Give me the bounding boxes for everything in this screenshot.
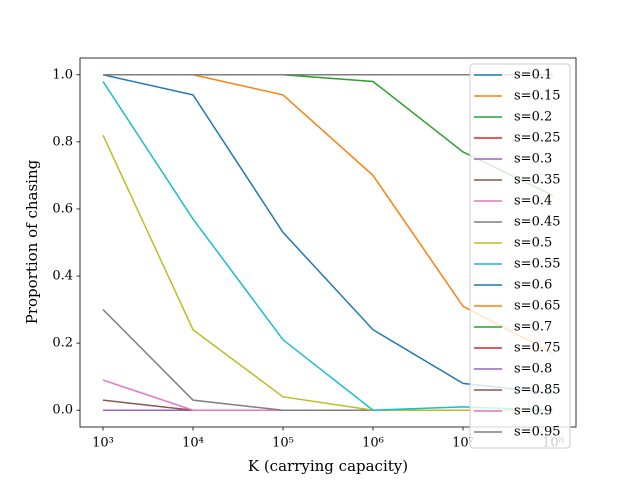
legend-label: s=0.15 [514, 89, 561, 104]
x-tick-label: 10⁴ [182, 436, 204, 451]
legend-label: s=0.25 [514, 131, 561, 146]
x-tick-label: 10⁶ [362, 436, 384, 451]
legend-label: s=0.95 [514, 425, 561, 440]
legend-label: s=0.3 [514, 152, 552, 167]
legend-label: s=0.55 [514, 257, 561, 272]
legend: s=0.1 s=0.15 s=0.2 s=0.25 s=0.3 s=0.35 s=0.4 s=… [469, 63, 571, 449]
legend-label: s=0.7 [514, 320, 552, 335]
y-tick-label: 0.0 [52, 403, 73, 418]
legend-label: s=0.45 [514, 215, 561, 230]
legend-label: s=0.9 [514, 404, 552, 419]
y-tick-label: 0.8 [52, 134, 73, 149]
legend-box [469, 63, 571, 449]
legend-label: s=0.35 [514, 173, 561, 188]
y-tick-label: 1.0 [52, 67, 73, 82]
legend-label: s=0.65 [514, 299, 561, 314]
y-tick-label: 0.6 [52, 201, 73, 216]
legend-label: s=0.1 [514, 68, 552, 83]
x-axis-label: K (carrying capacity) [248, 457, 408, 475]
legend-label: s=0.75 [514, 341, 561, 356]
x-tick-label: 10⁷ [452, 436, 474, 451]
legend-label: s=0.8 [514, 362, 552, 377]
x-tick-label: 10³ [92, 436, 114, 451]
legend-label: s=0.5 [514, 236, 552, 251]
legend-label: s=0.4 [514, 194, 552, 209]
legend-label: s=0.6 [514, 278, 552, 293]
x-tick-label: 10⁵ [272, 436, 294, 451]
y-axis-label: Proportion of chasing [23, 159, 41, 324]
legend-label: s=0.2 [514, 110, 552, 125]
y-tick-label: 0.4 [52, 269, 73, 284]
y-tick-label: 0.2 [52, 336, 73, 351]
legend-label: s=0.85 [514, 383, 561, 398]
plot-frame [79, 57, 577, 428]
